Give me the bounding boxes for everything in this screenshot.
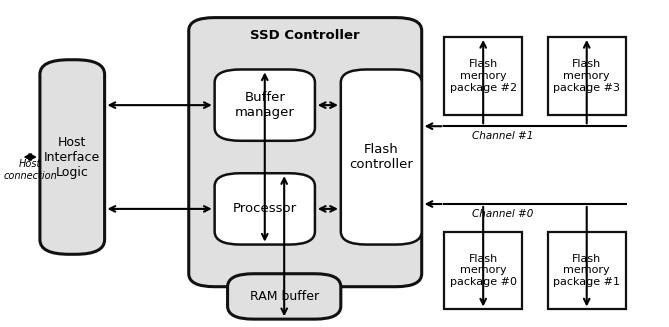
FancyBboxPatch shape [444,232,522,309]
FancyBboxPatch shape [548,232,626,309]
FancyBboxPatch shape [40,60,104,254]
Text: Host
Interface
Logic: Host Interface Logic [44,135,100,179]
FancyBboxPatch shape [548,37,626,115]
Text: Buffer
manager: Buffer manager [235,91,295,119]
FancyBboxPatch shape [215,173,315,245]
FancyBboxPatch shape [189,18,421,287]
Text: Channel #0: Channel #0 [472,209,533,219]
FancyBboxPatch shape [227,274,341,319]
Text: SSD Controller: SSD Controller [250,29,360,42]
Text: Processor: Processor [233,202,297,215]
Text: Flash
memory
package #3: Flash memory package #3 [553,60,620,93]
FancyBboxPatch shape [215,69,315,141]
Text: Channel #1: Channel #1 [472,131,533,141]
Text: RAM buffer: RAM buffer [250,290,318,303]
Text: Host
connection: Host connection [3,159,57,181]
Text: Flash
memory
package #0: Flash memory package #0 [450,254,516,287]
Text: Flash
controller: Flash controller [349,143,413,171]
FancyBboxPatch shape [444,37,522,115]
FancyBboxPatch shape [341,69,421,245]
Text: Flash
memory
package #1: Flash memory package #1 [553,254,620,287]
Text: Flash
memory
package #2: Flash memory package #2 [450,60,516,93]
